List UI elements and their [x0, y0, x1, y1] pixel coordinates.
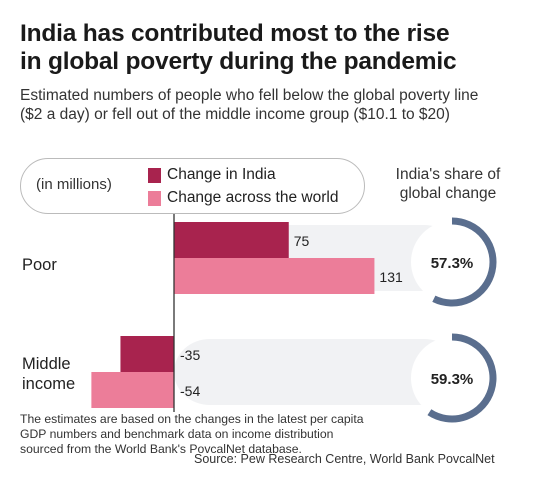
title-line-1: India has contributed most to the rise — [20, 20, 450, 47]
units-label: (in millions) — [36, 176, 112, 193]
footnote: The estimates are based on the changes i… — [20, 412, 440, 457]
category-label-middle-income-line-1: Middle — [22, 355, 71, 373]
share-value-middle-income: 59.3% — [431, 371, 474, 388]
title-line-2: in global poverty during the pandemic — [20, 48, 457, 75]
legend-label-world: Change across the world — [167, 189, 339, 206]
share-title-line-1: India's share of — [395, 166, 501, 183]
bar-world-middle-income — [91, 372, 174, 408]
legend-label-india: Change in India — [167, 166, 276, 183]
bar-india-poor — [174, 222, 289, 258]
value-label-india-poor: 75 — [294, 233, 310, 249]
footnote-line-3: sourced from the World Bank's PovcalNet … — [20, 442, 302, 456]
category-label-poor: Poor — [22, 255, 57, 275]
legend-item-india: Change in India — [148, 166, 276, 184]
share-gauge-bg-poor — [411, 221, 493, 303]
share-value-poor: 57.3% — [431, 255, 474, 272]
footnote-line-2: GDP numbers and benchmark data on income… — [20, 427, 334, 441]
legend-item-world: Change across the world — [148, 189, 338, 207]
row-panel-middle-income — [174, 339, 460, 405]
value-label-world-poor: 131 — [379, 269, 403, 285]
category-label-middle-income-line-2: income — [22, 375, 76, 393]
category-label-middle-income: Middle income — [22, 354, 75, 394]
bar-india-middle-income — [120, 336, 174, 372]
legend-swatch-india — [148, 167, 161, 183]
share-gauge-arc-poor — [432, 217, 497, 307]
share-title-line-2: global change — [399, 185, 497, 202]
category-label-poor-line-1: Poor — [22, 256, 57, 274]
legend-box — [20, 158, 365, 214]
value-label-india-middle-income: -35 — [180, 347, 200, 363]
value-label-world-middle-income: -54 — [180, 383, 200, 399]
legend-swatch-world — [148, 190, 161, 206]
chart-title: India has contributed most to the rise i… — [20, 20, 540, 76]
share-gauge-bg-middle-income — [411, 337, 493, 419]
source-note: Source: Pew Research Centre, World Bank … — [194, 452, 495, 466]
chart-subtitle: Estimated numbers of people who fell bel… — [20, 87, 479, 123]
share-title: India's share of global change — [378, 165, 518, 203]
bar-world-poor — [174, 258, 375, 294]
share-gauge-arc-middle-income — [427, 333, 497, 423]
footnote-line-1: The estimates are based on the changes i… — [20, 412, 364, 426]
